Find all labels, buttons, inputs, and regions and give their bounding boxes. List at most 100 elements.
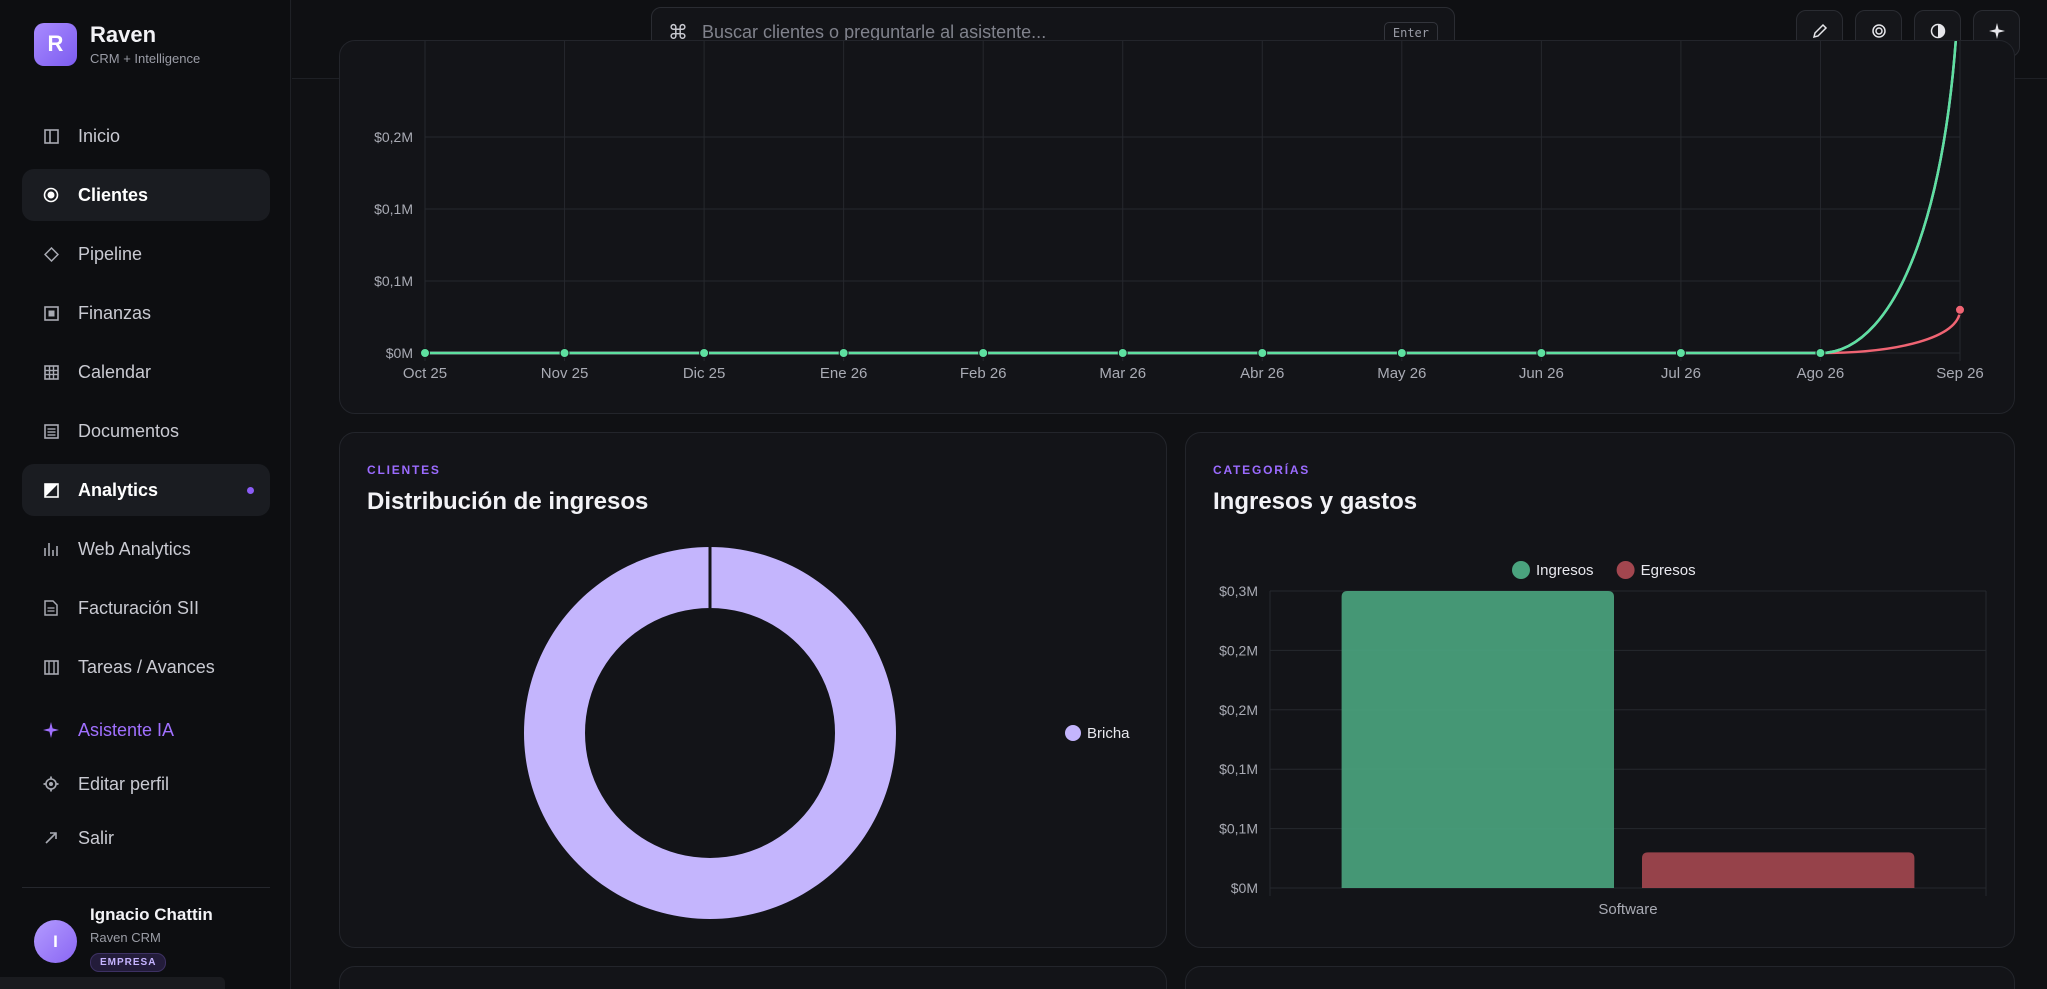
- brand-name: Raven: [90, 22, 157, 47]
- sidebar-item-pipeline[interactable]: Pipeline: [22, 228, 270, 280]
- y-tick-label: $0,1M: [374, 273, 413, 289]
- sidebar-item-inicio[interactable]: Inicio: [22, 110, 270, 162]
- legend-label: Bricha: [1087, 725, 1130, 742]
- bar-chart: $0M $0,1M $0,1M $0,2M $0,2M $0,3M Software Ingr…: [1219, 561, 1987, 918]
- tasks-icon: [42, 658, 60, 676]
- data-point: [978, 348, 989, 358]
- sidebar-item-label: Clientes: [78, 184, 149, 205]
- x-tick-label: Dic 25: [683, 365, 726, 382]
- x-tick-label: Ene 26: [820, 365, 868, 382]
- sidebar-item-label: Analytics: [78, 479, 159, 500]
- bar: [1341, 591, 1614, 888]
- data-point: [1675, 348, 1686, 358]
- plan-badge: EMPRESA: [90, 953, 167, 972]
- avatar: I: [34, 920, 77, 963]
- card-eyebrow: CATEGORÍAS: [1213, 463, 1311, 477]
- sidebar-item-label: Web Analytics: [78, 538, 191, 559]
- sidebar-item-label: Tareas / Avances: [78, 656, 215, 677]
- x-tick-label: Oct 25: [403, 365, 447, 382]
- sidebar-item-label: Facturación SII: [78, 597, 200, 618]
- sparkle-icon: [1988, 23, 2005, 44]
- data-point: [420, 348, 430, 358]
- user-profile[interactable]: I Ignacio Chattin Raven CRM EMPRESA: [34, 905, 213, 972]
- legend-swatch: [1616, 561, 1635, 579]
- y-tick-label: $0,1M: [374, 201, 413, 217]
- sidebar-item-facturacion-sii[interactable]: Facturación SII: [22, 582, 270, 634]
- brand[interactable]: R Raven CRM + Intelligence: [34, 22, 200, 66]
- data-point: [1396, 348, 1407, 358]
- y-tick-label: $0,1M: [1219, 761, 1258, 777]
- data-point: [1257, 348, 1268, 358]
- bar: [1642, 852, 1915, 888]
- data-point: [699, 348, 710, 358]
- search-input[interactable]: [702, 22, 1384, 43]
- income-distribution-card: CLIENTES Distribución de ingresos Bricha: [339, 432, 1167, 948]
- sidebar-item-editar-perfil[interactable]: Editar perfil: [22, 760, 270, 808]
- x-tick-label: Jul 26: [1661, 365, 1701, 382]
- y-tick-label: $0,2M: [1219, 642, 1258, 658]
- pencil-icon: [1812, 23, 1828, 44]
- sidebar-item-documentos[interactable]: Documentos: [22, 405, 270, 457]
- y-tick-label: $0M: [1231, 880, 1258, 896]
- sidebar-item-web-analytics[interactable]: Web Analytics: [22, 523, 270, 575]
- sidebar-item-tareas[interactable]: Tareas / Avances: [22, 641, 270, 693]
- document-icon: [42, 422, 60, 440]
- command-icon: ⌘: [668, 22, 688, 44]
- bars-icon: [42, 540, 60, 558]
- brand-subtitle: CRM + Intelligence: [90, 51, 201, 66]
- gear-icon: [42, 775, 60, 793]
- chart-icon: [42, 481, 60, 499]
- browser-status-bar: [0, 977, 225, 989]
- income-expense-card: CATEGORÍAS Ingresos y gastos $0M $0,1M $0,…: [1185, 432, 2015, 948]
- card-eyebrow: CLIENTES: [367, 463, 441, 477]
- sidebar-nav: Inicio Clientes Pipeline Finanzas Calend…: [22, 110, 270, 869]
- legend-label: Ingresos: [1536, 562, 1594, 579]
- sidebar-item-finanzas[interactable]: Finanzas: [22, 287, 270, 339]
- data-point: [1955, 304, 1965, 315]
- sidebar-item-label: Editar perfil: [78, 773, 170, 794]
- calendar-icon: [42, 363, 60, 381]
- data-point: [1815, 348, 1826, 358]
- columns-icon: [42, 127, 60, 145]
- x-tick-label: May 26: [1377, 365, 1426, 382]
- x-tick-label: Sep 26: [1936, 365, 1984, 382]
- data-point: [1536, 348, 1547, 358]
- x-tick-label: Mar 26: [1099, 365, 1146, 382]
- sidebar-item-label: Salir: [78, 827, 115, 848]
- sparkle-icon: [42, 721, 60, 739]
- sidebar-item-label: Calendar: [78, 361, 152, 382]
- sidebar-item-label: Documentos: [78, 420, 180, 441]
- diamond-icon: [42, 245, 60, 263]
- sidebar-item-analytics[interactable]: Analytics: [22, 464, 270, 516]
- user-name: Ignacio Chattin: [90, 905, 213, 924]
- data-point: [559, 348, 570, 358]
- sidebar-item-label: Finanzas: [78, 302, 152, 323]
- active-indicator-dot: [247, 486, 254, 494]
- x-tick-label: Ago 26: [1797, 365, 1845, 382]
- data-point: [838, 348, 849, 358]
- sidebar-item-asistente-ia[interactable]: Asistente IA: [22, 706, 270, 754]
- sidebar-item-clientes[interactable]: Clientes: [22, 169, 270, 221]
- trend-chart-card: $0M $0,1M $0,1M $0,2M Oct 25 Nov 25 Dic 25 Ene …: [339, 40, 2015, 414]
- card-title: Ingresos y gastos: [1213, 488, 1418, 515]
- y-tick-label: $0,2M: [374, 129, 413, 145]
- sidebar-divider: [22, 887, 270, 888]
- y-tick-label: $0,2M: [1219, 702, 1258, 718]
- pie-slice: [523, 547, 896, 919]
- user-org: Raven CRM: [90, 930, 161, 945]
- x-tick-label: Nov 25: [541, 365, 589, 382]
- series-line: [425, 309, 1962, 355]
- exit-arrow-icon: [42, 829, 60, 847]
- y-tick-label: $0,3M: [1219, 583, 1258, 599]
- data-point: [1117, 348, 1128, 358]
- next-card-right: [1185, 966, 2015, 989]
- next-card-left: [339, 966, 1167, 989]
- sidebar-item-calendar[interactable]: Calendar: [22, 346, 270, 398]
- donut-chart: Bricha: [523, 547, 1130, 919]
- x-tick-label: Abr 26: [1240, 365, 1284, 382]
- sidebar-item-salir[interactable]: Salir: [22, 814, 270, 862]
- sidebar-item-label: Asistente IA: [78, 719, 175, 740]
- sidebar-item-label: Inicio: [78, 125, 121, 146]
- series-line: [425, 41, 1957, 355]
